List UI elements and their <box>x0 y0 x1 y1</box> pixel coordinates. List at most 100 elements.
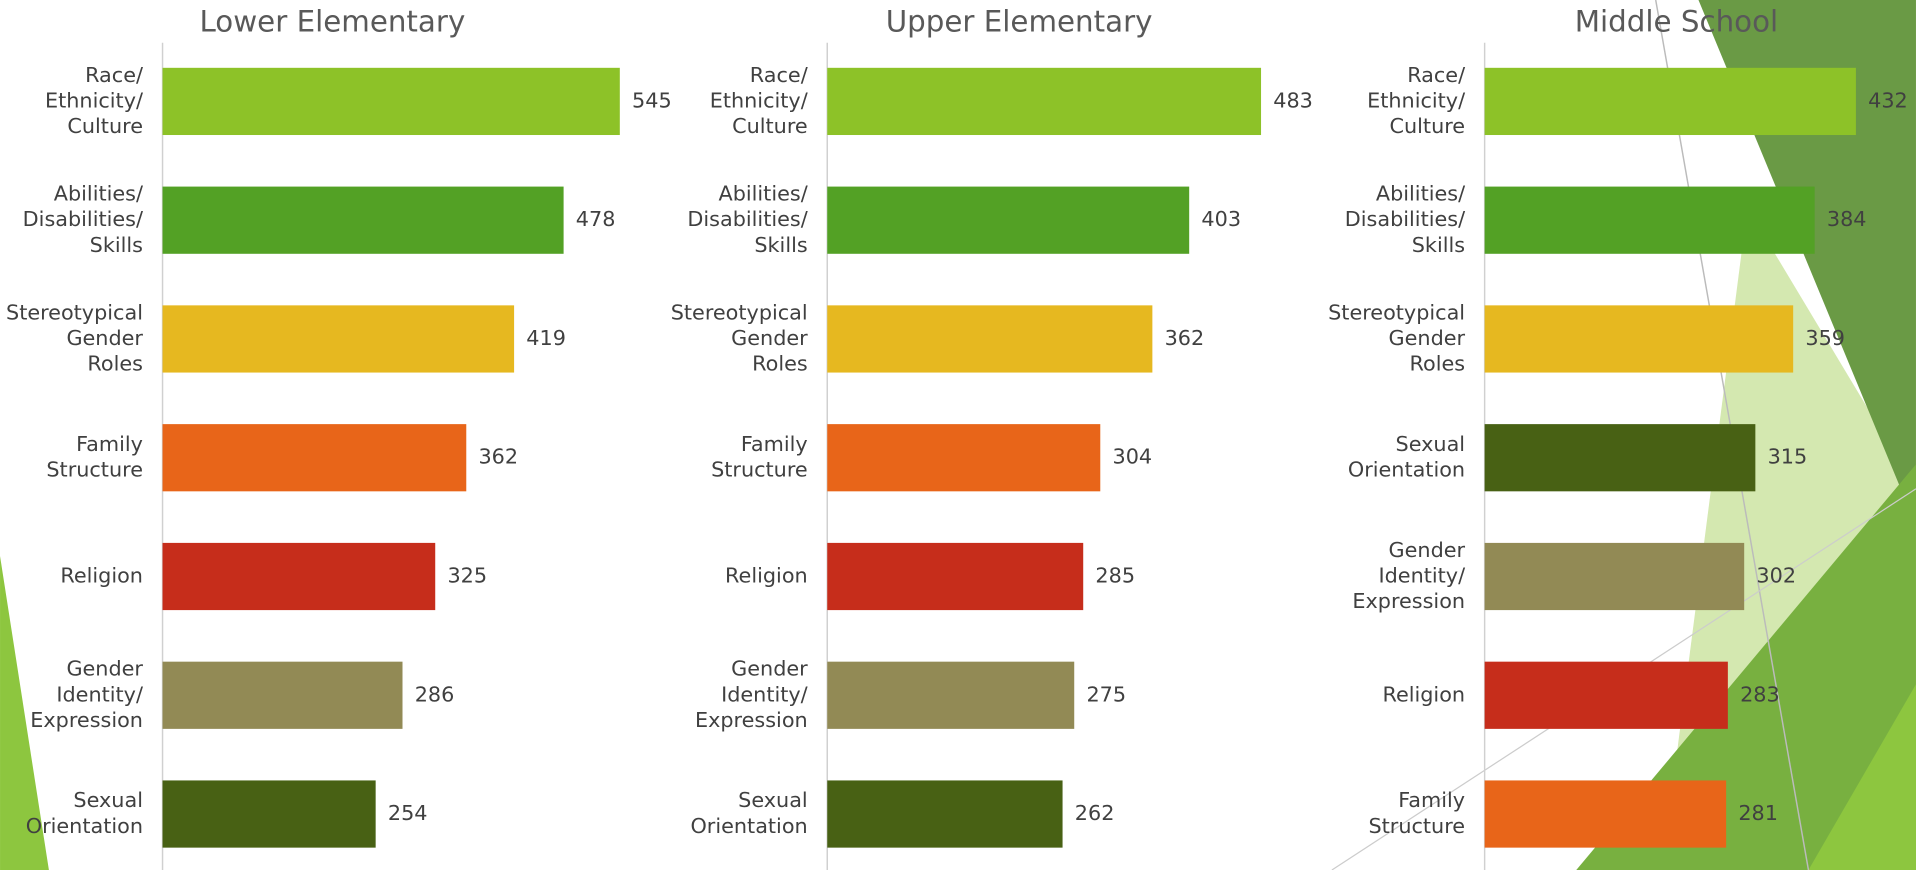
bar <box>827 67 1262 136</box>
label-line: Gender <box>1389 326 1466 350</box>
value-label: 275 <box>1086 682 1126 706</box>
value-label: 254 <box>388 801 428 825</box>
value-label: 419 <box>526 326 566 350</box>
category-label: Race/Ethnicity/Culture <box>45 63 143 138</box>
label-line: Expression <box>695 708 808 732</box>
value-label: 285 <box>1095 563 1135 587</box>
bar <box>162 780 376 848</box>
bar <box>162 542 436 611</box>
label-line: Skills <box>90 233 143 257</box>
bar <box>1484 305 1794 373</box>
decor-shape <box>1808 684 1916 870</box>
label-line: Roles <box>1410 352 1466 376</box>
bar <box>162 67 620 136</box>
category-label: Family Structure <box>46 432 143 482</box>
label-line: Abilities/ <box>719 182 808 206</box>
label-line: Gender <box>1389 538 1466 562</box>
bar <box>162 424 467 492</box>
category-label: Religion <box>725 563 808 587</box>
label-line: Sexual <box>738 788 808 812</box>
label-line: Religion <box>725 563 808 587</box>
bar <box>1484 661 1728 729</box>
decor-shape <box>0 555 49 870</box>
category-label: Sexual Orientation <box>690 788 807 838</box>
label-line: Expression <box>30 708 143 732</box>
label-line: Gender <box>731 326 808 350</box>
category-label: Abilities/Disabilities/Skills <box>23 182 143 257</box>
bar <box>827 780 1063 848</box>
label-line: Religion <box>1382 682 1465 706</box>
value-label: 362 <box>478 445 518 469</box>
bar <box>1484 542 1745 611</box>
category-label: Stereotypical Gender Roles <box>1328 300 1465 375</box>
label-line: Skills <box>1412 233 1465 257</box>
category-label: Religion <box>60 563 143 587</box>
label-line: Gender <box>731 657 808 681</box>
label-line: Roles <box>87 352 143 376</box>
bar <box>827 661 1075 729</box>
chart-title: Middle School <box>1575 5 1778 39</box>
label-line: Skills <box>754 233 807 257</box>
label-line: Orientation <box>1348 458 1465 482</box>
value-label: 384 <box>1827 207 1867 231</box>
chart-title: Upper Elementary <box>886 5 1153 39</box>
chart-title: Lower Elementary <box>199 5 465 39</box>
label-line: Disabilities/ <box>1345 207 1465 231</box>
category-label: Race/Ethnicity/Culture <box>710 63 808 138</box>
bar <box>162 661 403 729</box>
category-label: Stereotypical Gender Roles <box>6 300 143 375</box>
category-label: Stereotypical Gender Roles <box>671 300 808 375</box>
label-line: Expression <box>1352 589 1465 613</box>
label-line: Orientation <box>26 814 143 838</box>
value-label: 432 <box>1868 88 1908 112</box>
label-line: Sexual <box>1396 432 1466 456</box>
label-line: Abilities/ <box>1376 182 1465 206</box>
label-line: Race/ <box>85 63 143 87</box>
label-line: Stereotypical <box>1328 300 1465 324</box>
category-label: Gender Identity/Expression <box>1352 538 1465 613</box>
bar <box>827 542 1084 611</box>
label-line: Orientation <box>690 814 807 838</box>
label-line: Race/ <box>1407 63 1465 87</box>
value-label: 403 <box>1201 207 1241 231</box>
label-line: Culture <box>1389 114 1465 138</box>
category-label: Sexual Orientation <box>26 788 143 838</box>
bar <box>1484 67 1856 136</box>
value-label: 304 <box>1112 445 1152 469</box>
value-label: 262 <box>1075 801 1115 825</box>
label-line: Abilities/ <box>54 182 143 206</box>
category-label: Gender Identity/Expression <box>30 657 143 732</box>
bar <box>827 186 1190 254</box>
category-label: Family Structure <box>1368 788 1465 838</box>
label-line: Structure <box>46 458 143 482</box>
category-label: Gender Identity/Expression <box>695 657 808 732</box>
bar <box>162 186 564 254</box>
label-line: Identity/ <box>56 682 143 706</box>
value-label: 478 <box>576 207 616 231</box>
label-line: Structure <box>1368 814 1465 838</box>
value-label: 315 <box>1768 445 1808 469</box>
label-line: Culture <box>732 114 808 138</box>
value-label: 545 <box>632 88 672 112</box>
bar <box>1484 780 1727 848</box>
value-label: 283 <box>1740 682 1780 706</box>
category-label: Sexual Orientation <box>1348 432 1465 482</box>
value-label: 362 <box>1165 326 1205 350</box>
label-line: Roles <box>752 352 808 376</box>
label-line: Ethnicity/ <box>45 88 143 112</box>
label-line: Ethnicity/ <box>1367 88 1465 112</box>
value-label: 483 <box>1273 88 1313 112</box>
label-line: Disabilities/ <box>23 207 143 231</box>
value-label: 281 <box>1738 801 1778 825</box>
bar <box>1484 424 1756 492</box>
label-line: Stereotypical <box>6 300 143 324</box>
label-line: Sexual <box>73 788 143 812</box>
value-label: 359 <box>1805 326 1845 350</box>
label-line: Religion <box>60 563 143 587</box>
value-label: 325 <box>447 563 487 587</box>
label-line: Identity/ <box>721 682 808 706</box>
label-line: Gender <box>66 657 143 681</box>
bar <box>162 305 515 373</box>
